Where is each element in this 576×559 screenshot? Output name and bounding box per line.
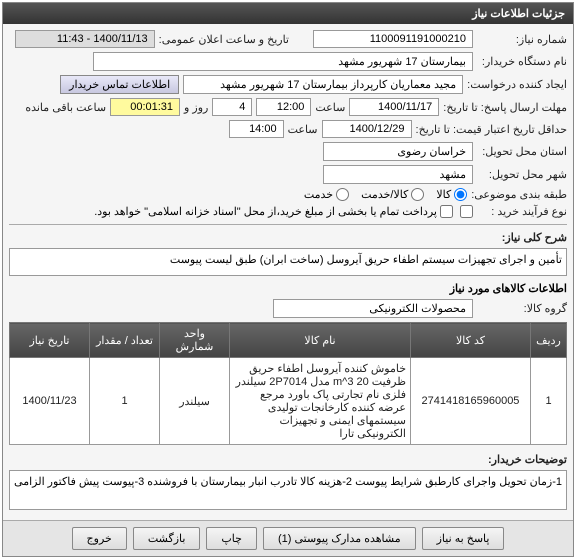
deadline-date: 1400/11/17 <box>349 98 439 116</box>
creator-label: ایجاد کننده درخواست: <box>467 78 567 91</box>
exit-button[interactable]: خروج <box>72 527 127 550</box>
items-table: ردیف کد کالا نام کالا واحد شمارش تعداد /… <box>9 322 567 445</box>
desc-label: شرح کلی نیاز: <box>477 231 567 244</box>
cat-pure-service-radio[interactable]: خدمت <box>304 188 349 201</box>
category-label: طبقه بندی موضوعی: <box>471 188 567 201</box>
cat-goods-input[interactable] <box>454 188 467 201</box>
time-left: 00:01:31 <box>110 98 180 116</box>
col-code: کد کالا <box>411 323 531 358</box>
buyer-note-label: توضیحات خریدار: <box>477 453 567 466</box>
items-header: اطلاعات کالاهای مورد نیاز <box>9 282 567 295</box>
attachments-button[interactable]: مشاهده مدارک پیوستی (1) <box>263 527 416 550</box>
city-label: شهر محل تحویل: <box>477 168 567 181</box>
cell-code: 2741418165960005 <box>411 358 531 445</box>
cat-service-radio[interactable]: کالا/خدمت <box>361 188 424 201</box>
cell-date: 1400/11/23 <box>10 358 90 445</box>
col-index: ردیف <box>531 323 567 358</box>
deadline-time: 12:00 <box>256 98 311 116</box>
buy-opt1-input[interactable] <box>440 205 453 218</box>
days-and-label: روز و <box>184 101 208 114</box>
time-label-1: ساعت <box>315 101 345 114</box>
category-radio-group: کالا کالا/خدمت خدمت <box>304 188 467 201</box>
footer-buttons: پاسخ به نیاز مشاهده مدارک پیوستی (1) چاپ… <box>3 520 573 556</box>
table-header-row: ردیف کد کالا نام کالا واحد شمارش تعداد /… <box>10 323 567 358</box>
divider <box>9 224 567 225</box>
desc-field: تأمین و اجرای تجهیزات سیستم اطفاء حریق آ… <box>9 248 567 276</box>
price-valid-label: حداقل تاریخ اعتبار قیمت: تا تاریخ: <box>416 123 567 136</box>
province-field: خراسان رضوی <box>323 142 473 161</box>
panel-title: جزئیات اطلاعات نیاز <box>3 3 573 24</box>
time-remain-label: ساعت باقی مانده <box>25 101 106 114</box>
table-row[interactable]: 1 2741418165960005 خاموش کننده آیروسل اط… <box>10 358 567 445</box>
cat-service-input[interactable] <box>411 188 424 201</box>
need-no-label: شماره نیاز: <box>477 33 567 46</box>
buy-process-label: نوع فرآیند خرید : <box>477 205 567 218</box>
col-unit: واحد شمارش <box>160 323 230 358</box>
city-field: مشهد <box>323 165 473 184</box>
contact-buyer-button[interactable]: اطلاعات تماس خریدار <box>60 75 179 94</box>
buy-opt2-check[interactable] <box>457 205 473 218</box>
province-label: استان محل تحویل: <box>477 145 567 158</box>
cell-name: خاموش کننده آیروسل اطفاء حریق ظرفیت m^3 … <box>230 358 411 445</box>
goods-group-field: محصولات الکترونیکی <box>273 299 473 318</box>
col-qty: تعداد / مقدار <box>90 323 160 358</box>
respond-button[interactable]: پاسخ به نیاز <box>422 527 505 550</box>
back-button[interactable]: بازگشت <box>133 527 201 550</box>
print-button[interactable]: چاپ <box>206 527 257 550</box>
buyer-label: نام دستگاه خریدار: <box>477 55 567 68</box>
col-date: تاریخ نیاز <box>10 323 90 358</box>
cell-unit: سیلندر <box>160 358 230 445</box>
col-name: نام کالا <box>230 323 411 358</box>
buy-opt2-input[interactable] <box>460 205 473 218</box>
deadline-label: مهلت ارسال پاسخ: تا تاریخ: <box>443 101 567 114</box>
goods-group-label: گروه کالا: <box>477 302 567 315</box>
buy-opt1-check[interactable]: پرداخت تمام یا بخشی از مبلغ خرید،از محل … <box>94 205 453 218</box>
days-left: 4 <box>212 98 252 116</box>
need-no-field: 1100091191000210 <box>313 30 473 48</box>
announce-field: 1400/11/13 - 11:43 <box>15 30 155 48</box>
announce-label: تاریخ و ساعت اعلان عمومی: <box>159 33 289 46</box>
cell-qty: 1 <box>90 358 160 445</box>
cell-index: 1 <box>531 358 567 445</box>
main-panel: جزئیات اطلاعات نیاز شماره نیاز: 11000911… <box>2 2 574 557</box>
price-valid-time: 14:00 <box>229 120 284 138</box>
panel-body: شماره نیاز: 1100091191000210 تاریخ و ساع… <box>3 24 573 520</box>
cat-goods-radio[interactable]: کالا <box>436 188 467 201</box>
price-valid-date: 1400/12/29 <box>322 120 412 138</box>
cat-pure-service-input[interactable] <box>336 188 349 201</box>
buyer-note-field: 1-زمان تحویل واجرای کارطبق شرایط پیوست 2… <box>9 470 567 510</box>
buyer-field: بیمارستان 17 شهریور مشهد <box>93 52 473 71</box>
time-label-2: ساعت <box>288 123 318 136</box>
creator-field: مجید معماریان کارپرداز بیمارستان 17 شهری… <box>183 75 463 94</box>
